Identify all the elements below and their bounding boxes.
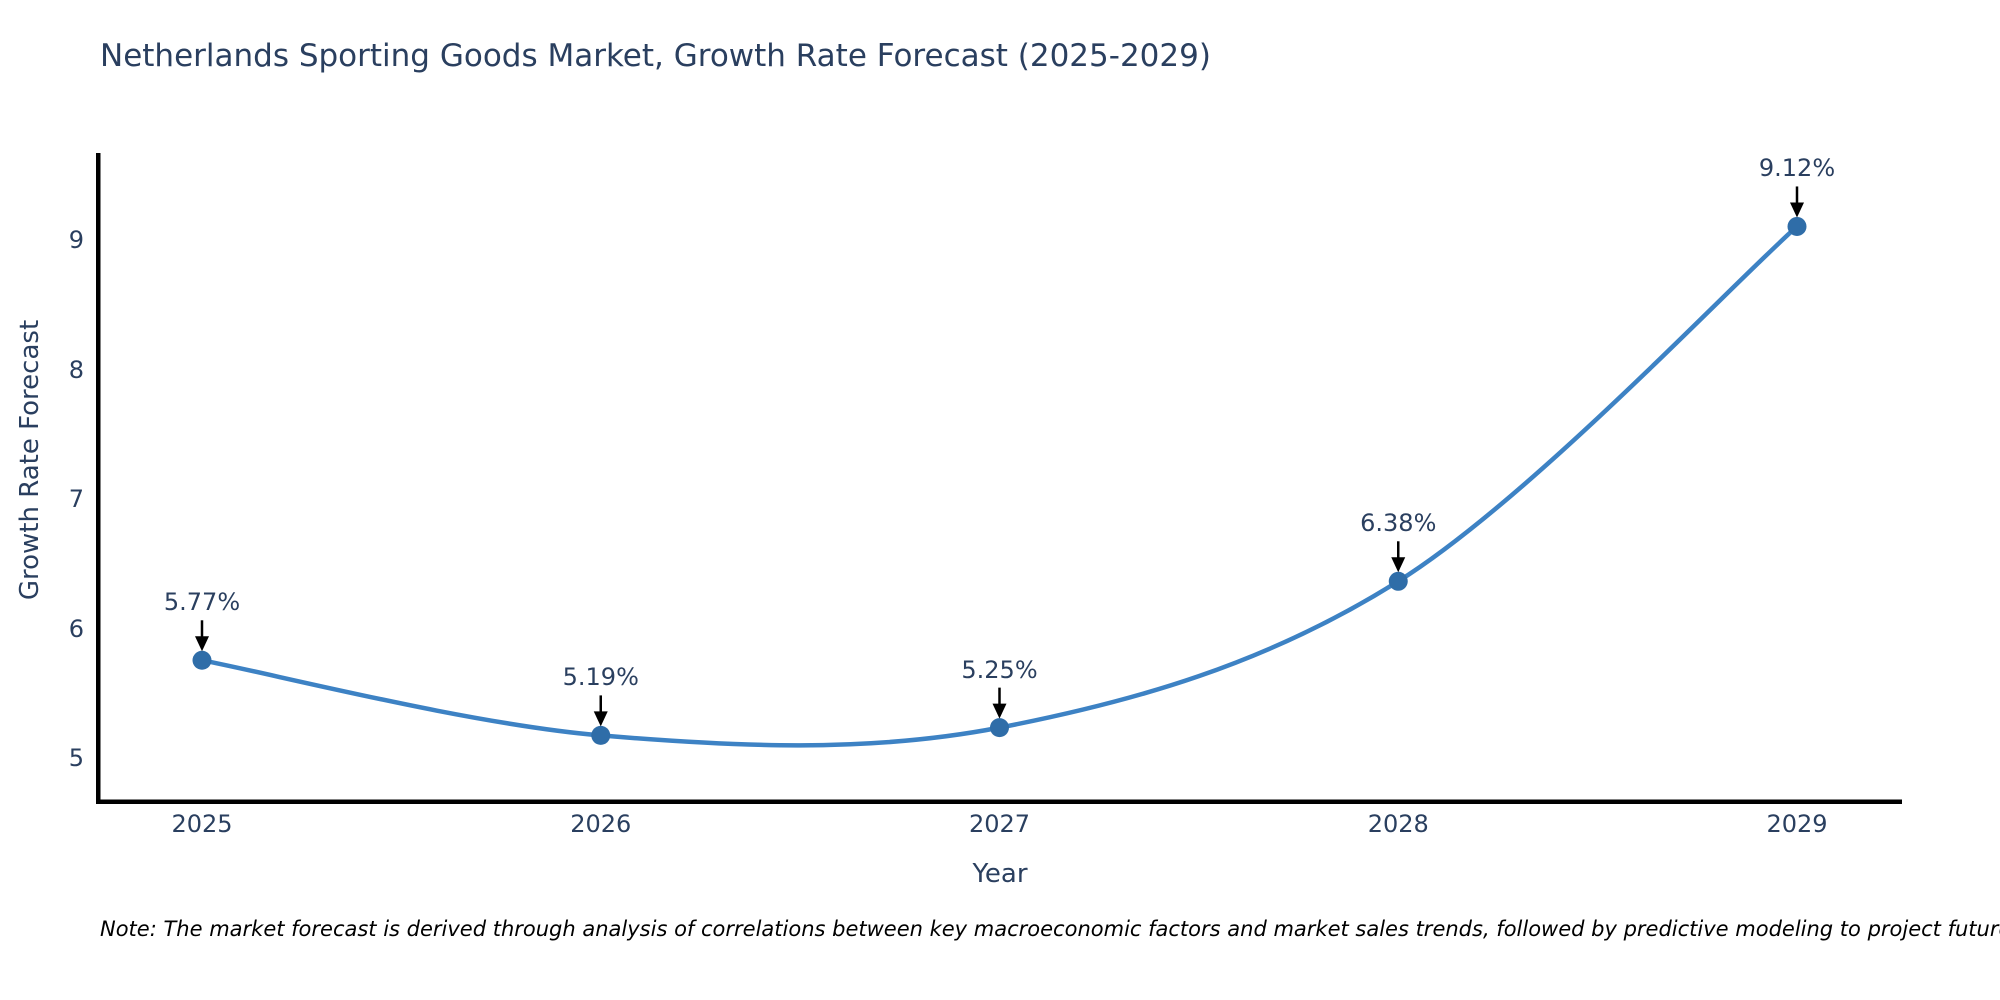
annotation-label-2028: 6.38% [1360,509,1437,538]
annotation-label-2025: 5.77% [163,588,241,617]
x-axis-title: Year [972,859,1028,889]
y-tick-label-7: 7 [68,485,84,513]
y-tick-label-5: 5 [68,744,84,772]
arrow-head-2026 [593,711,608,727]
data-point-2027 [990,718,1009,738]
annotation-label-2026: 5.19% [562,663,639,692]
axes [96,153,1902,804]
y-tick-label-6: 6 [68,614,84,643]
data-point-2028 [1388,571,1408,591]
data-point-2029 [1787,216,1807,236]
annotation-label-2029: 9.12% [1758,154,1836,183]
x-axis-spine [96,799,1902,804]
annotation-arrows [195,186,1804,727]
y-tick-label-8: 8 [68,355,84,384]
arrow-head-2029 [1790,202,1804,218]
line-series [192,216,1807,748]
x-tick-label-2029: 2029 [1766,810,1828,838]
arrow-head-2025 [195,636,209,652]
y-axis-spine [96,153,101,804]
footnote: Note: The market forecast is derived thr… [100,917,2000,941]
forecast-line [199,224,1800,748]
arrow-head-2027 [992,703,1007,719]
x-tick-label-2027: 2027 [968,810,1031,838]
annotation-label-2027: 5.25% [961,655,1038,684]
data-point-2026 [591,725,611,745]
x-tick-label-2025: 2025 [171,810,233,838]
y-tick-label-9: 9 [68,226,84,254]
chart-title: Netherlands Sporting Goods Market, Growt… [100,38,1211,74]
x-tick-label-2028: 2028 [1367,810,1429,838]
arrow-head-2028 [1391,557,1406,573]
data-point-2025 [192,650,212,670]
x-tick-label-2026: 2026 [570,810,632,838]
